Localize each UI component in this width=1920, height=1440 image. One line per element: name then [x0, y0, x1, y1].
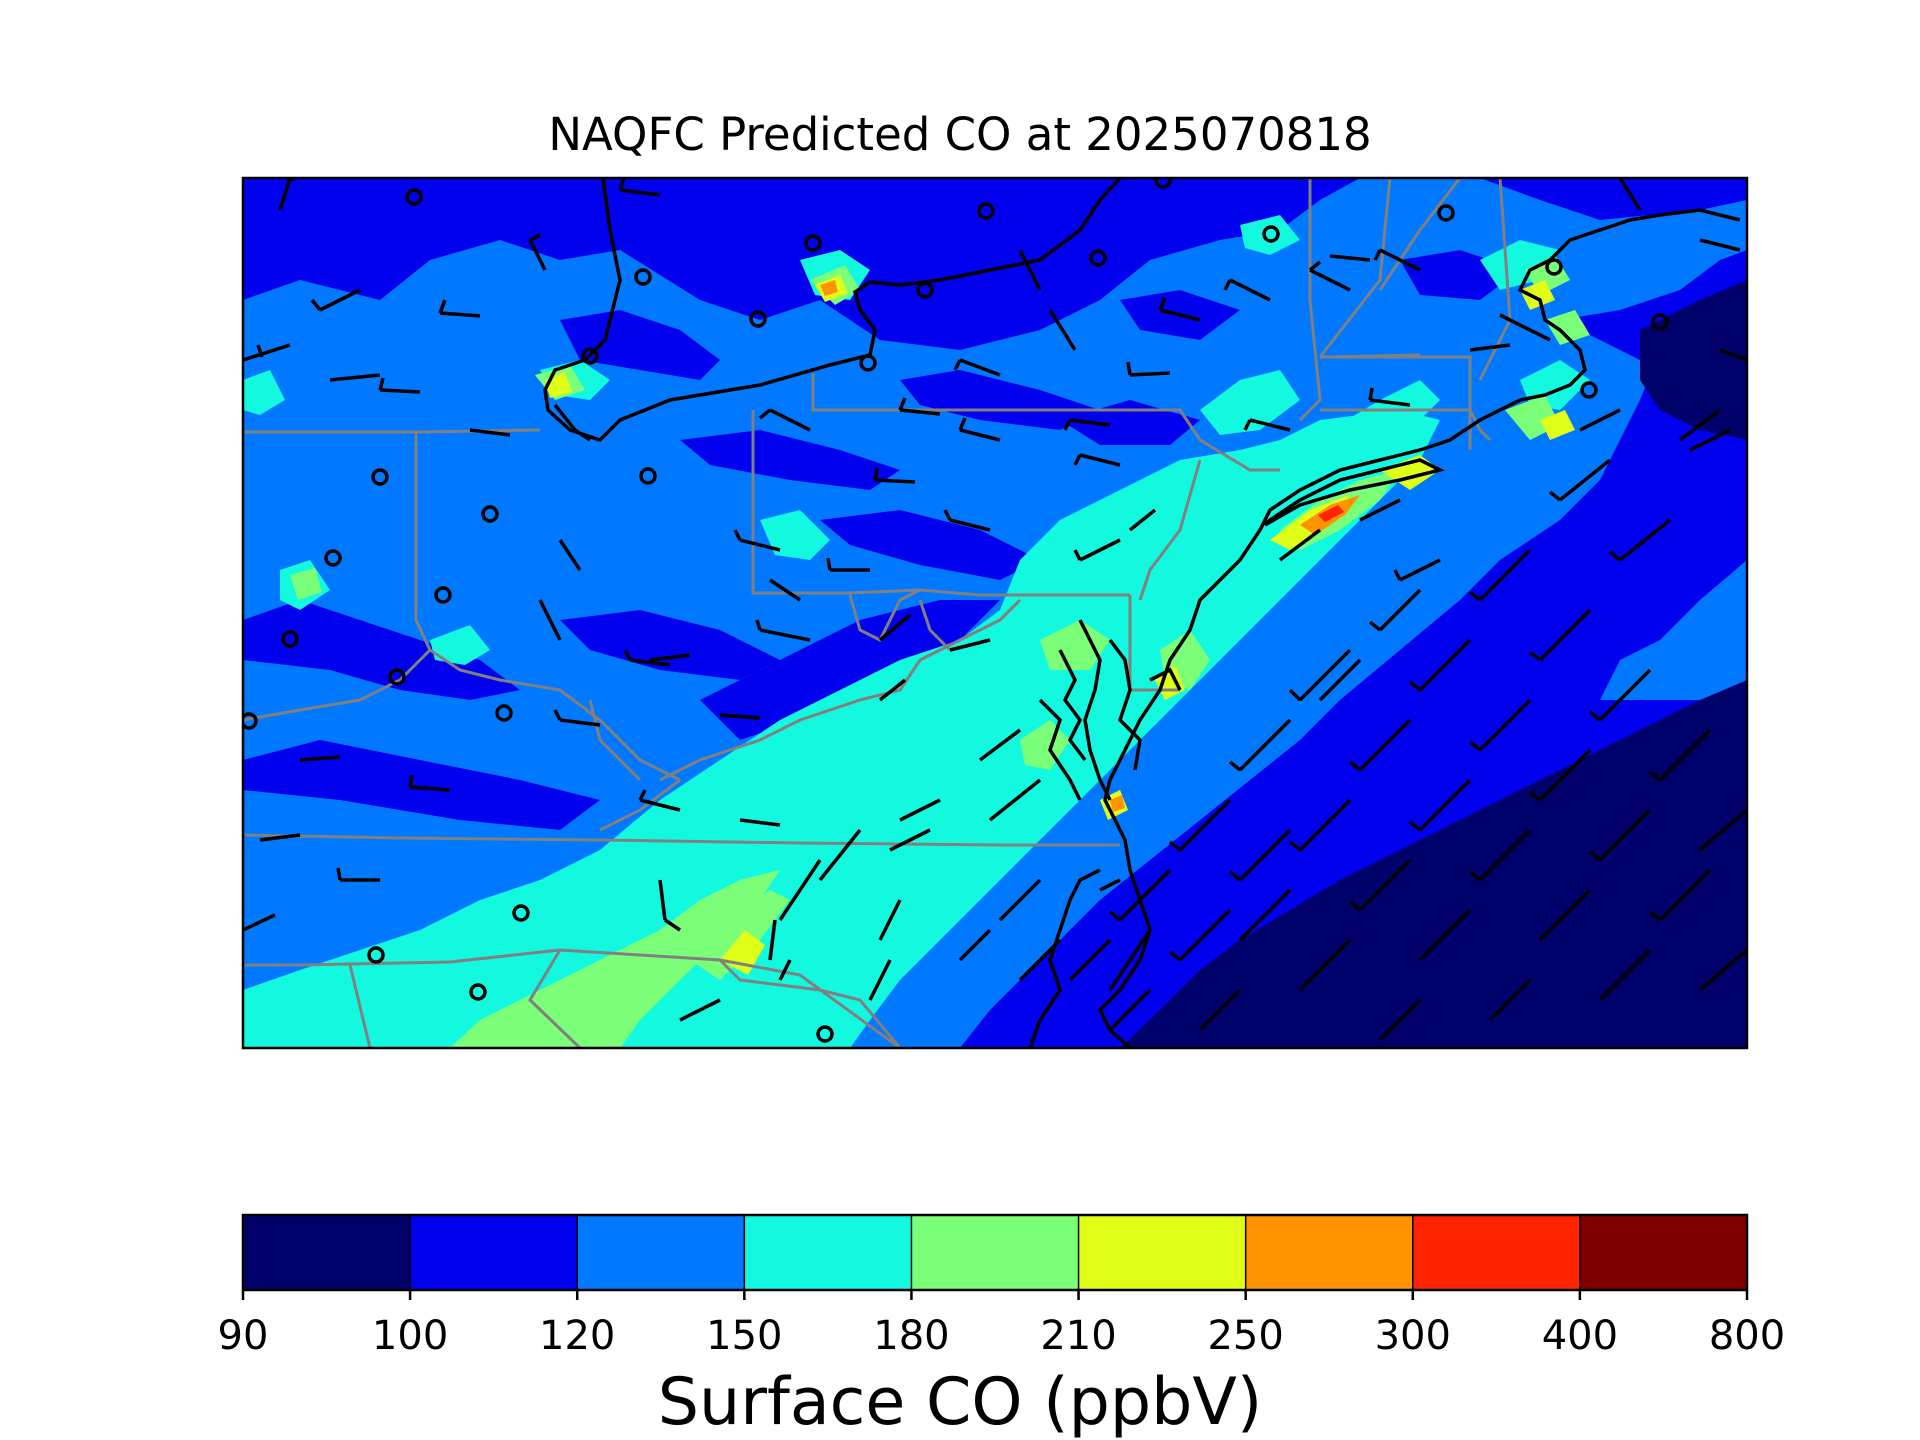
colorbar-tick-label: 100 — [371, 1313, 449, 1359]
colorbar-segment — [243, 1215, 411, 1290]
colorbar-ticks — [241, 1215, 1749, 1300]
colorbar-tick-label: 180 — [873, 1313, 950, 1359]
colorbar-segment — [744, 1215, 912, 1290]
colorbar-segment — [410, 1215, 578, 1290]
map-panel — [243, 178, 1747, 1048]
colorbar-segment — [1412, 1215, 1581, 1290]
colorbar-segment — [577, 1215, 745, 1290]
wind-barbs — [243, 178, 1747, 1042]
co-field-level-8 — [1318, 505, 1344, 522]
colorbar-tick-label: 90 — [217, 1313, 269, 1359]
colorbar-tick-label: 800 — [1708, 1313, 1786, 1359]
colorbar-frame — [241, 1213, 1749, 1292]
colorbar-segment — [1078, 1215, 1247, 1290]
colorbar-segment — [1245, 1215, 1414, 1290]
colorbar-tick-label: 210 — [1040, 1313, 1117, 1359]
colorbar-tick-label: 250 — [1207, 1313, 1284, 1359]
colorbar-segment — [911, 1215, 1080, 1290]
map-frame — [241, 176, 1749, 1050]
colorbar-tick-label: 120 — [539, 1313, 616, 1359]
calm-circles — [243, 178, 1669, 1043]
colorbar-label: Surface CO (ppbV) — [657, 1365, 1263, 1440]
coastlines — [543, 178, 1741, 1048]
map-title: NAQFC Predicted CO at 2025070818 — [548, 108, 1372, 161]
colorbar-tick-label: 300 — [1374, 1313, 1451, 1359]
co-field-level-2-streaks — [243, 178, 1747, 830]
colorbar-segment — [1579, 1215, 1748, 1290]
colorbar-tick-label: 150 — [706, 1313, 783, 1359]
colorbar — [243, 1215, 1748, 1290]
colorbar-tick-label: 400 — [1541, 1313, 1619, 1359]
